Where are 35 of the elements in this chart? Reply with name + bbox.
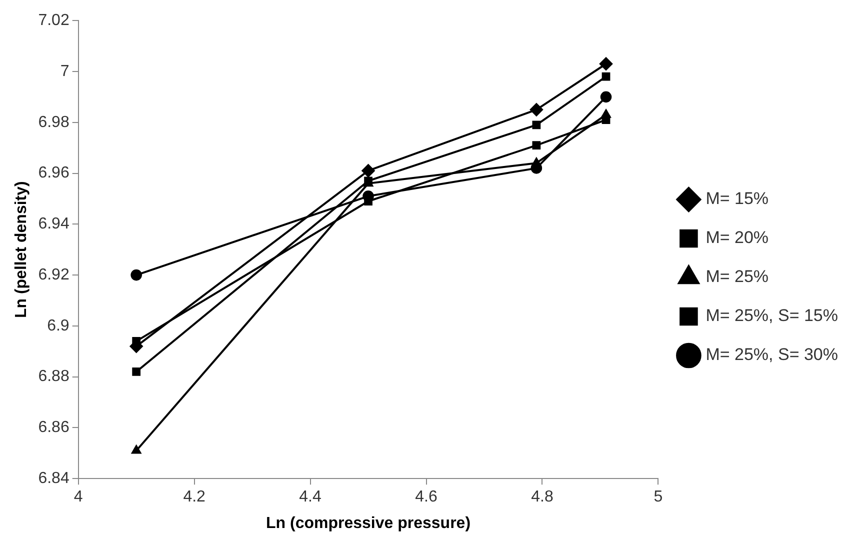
- x-tick-label: 4: [74, 488, 83, 506]
- y-tick-label: 6.92: [38, 266, 70, 284]
- y-tick-label: 6.88: [38, 368, 70, 386]
- x-tick-label: 4.4: [299, 488, 322, 506]
- y-tick-label: 6.86: [38, 419, 70, 436]
- x-tick-label: 4.8: [531, 488, 554, 506]
- point: [132, 368, 141, 376]
- point: [532, 120, 541, 130]
- x-tick-label: 4.6: [415, 488, 438, 506]
- point: [531, 157, 542, 166]
- point: [600, 91, 612, 103]
- y-tick-label: 6.98: [38, 114, 70, 131]
- x-tick-label: 4.2: [183, 488, 206, 506]
- point: [532, 141, 541, 150]
- legend-label: M= 25%, S= 15%: [706, 306, 838, 326]
- y-axis-title: Ln (pellet density): [13, 181, 30, 318]
- point: [601, 109, 611, 118]
- legend-label: M= 20%: [706, 228, 769, 248]
- point: [130, 269, 142, 281]
- x-axis-title: Ln (compressive pressure): [266, 514, 471, 532]
- legend-label: M= 15%: [706, 189, 769, 208]
- point: [602, 72, 610, 81]
- y-tick-label: 6.9: [47, 317, 70, 334]
- y-tick-label: 6.84: [38, 470, 70, 488]
- point: [530, 103, 544, 116]
- y-tick-label: 6.96: [38, 164, 70, 182]
- point: [362, 164, 375, 178]
- legend-label: M= 25%: [706, 267, 769, 286]
- point: [131, 444, 142, 454]
- y-tick-label: 6.94: [38, 216, 70, 233]
- legend-label: M= 25%, S= 30%: [706, 345, 838, 364]
- x-tick-label: 5: [654, 488, 663, 506]
- y-tick-label: 7: [60, 62, 70, 80]
- y-tick-label: 7.02: [38, 12, 70, 30]
- point: [599, 57, 613, 71]
